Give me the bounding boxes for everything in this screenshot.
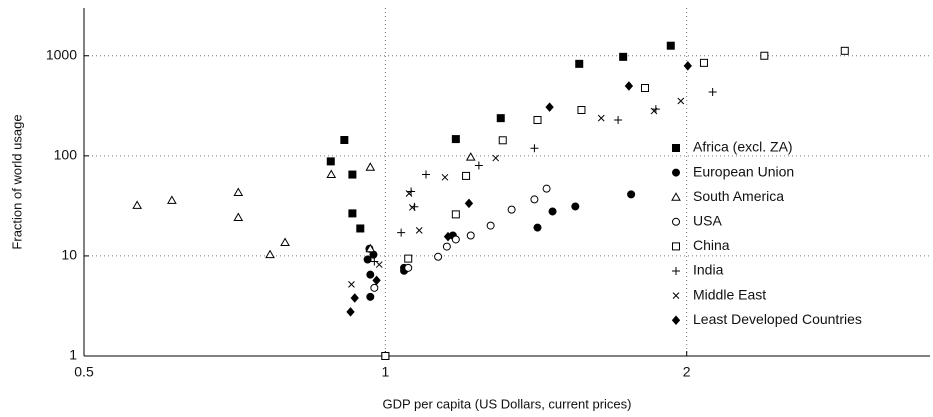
point — [370, 257, 379, 266]
point — [340, 135, 349, 144]
point — [326, 157, 335, 166]
point — [575, 59, 584, 68]
point — [683, 61, 692, 71]
point — [372, 275, 381, 286]
legend-marker — [672, 242, 680, 251]
legend-marker — [671, 315, 681, 325]
point — [597, 114, 605, 122]
legend-label: India — [693, 262, 724, 278]
point — [507, 205, 516, 214]
point — [233, 187, 244, 197]
point — [533, 116, 542, 125]
point — [498, 136, 507, 145]
point — [533, 223, 542, 232]
point — [677, 97, 685, 105]
point — [451, 135, 460, 144]
point — [530, 195, 539, 204]
point — [474, 161, 483, 170]
legend-label: Least Developed Countries — [693, 311, 862, 327]
point — [708, 88, 717, 97]
point — [548, 207, 557, 216]
point — [624, 81, 634, 91]
point — [365, 243, 376, 253]
legend-label: USA — [693, 213, 722, 229]
point — [442, 242, 451, 251]
x-axis-title: GDP per capita (US Dollars, current pric… — [382, 396, 631, 411]
point — [496, 114, 505, 123]
point — [408, 204, 416, 211]
legend-label: China — [693, 237, 730, 253]
point — [441, 173, 449, 181]
point — [530, 144, 539, 153]
legend-marker — [671, 192, 681, 201]
point — [542, 184, 551, 193]
legend-label: European Union — [693, 163, 794, 179]
point — [348, 170, 357, 179]
point — [666, 41, 675, 50]
point — [545, 102, 554, 112]
point — [571, 202, 580, 211]
point — [346, 307, 355, 317]
point — [132, 200, 142, 209]
point — [699, 58, 708, 67]
point — [280, 237, 290, 247]
y-tick-label: 100 — [54, 147, 78, 163]
point — [462, 171, 471, 180]
y-tick-label: 1000 — [46, 46, 77, 62]
point — [370, 283, 379, 292]
point — [265, 249, 275, 259]
point — [614, 116, 623, 125]
point — [366, 270, 375, 279]
point — [350, 293, 359, 303]
point — [404, 254, 413, 263]
point — [619, 52, 628, 61]
point — [840, 46, 849, 55]
point — [640, 84, 649, 93]
point — [492, 154, 500, 162]
x-tick-label: 1 — [381, 364, 389, 380]
x-tick-label: 2 — [683, 364, 691, 380]
point — [415, 227, 423, 234]
legend-marker — [672, 144, 680, 152]
point — [486, 221, 495, 230]
y-axis-title: Fraction of world usage — [9, 114, 24, 249]
point — [365, 162, 376, 171]
point — [650, 107, 658, 115]
point — [397, 228, 406, 237]
point — [434, 252, 443, 261]
point — [366, 292, 375, 301]
point — [577, 106, 586, 115]
legend-marker — [672, 168, 680, 177]
point — [451, 210, 460, 219]
point — [421, 170, 430, 179]
point — [405, 190, 413, 197]
x-tick-label: 0.5 — [74, 364, 94, 380]
legend-marker — [672, 267, 680, 275]
point — [451, 235, 460, 244]
point — [356, 224, 365, 233]
point — [167, 195, 177, 204]
point — [348, 280, 355, 288]
point — [348, 209, 357, 218]
legend-label: Africa (excl. ZA) — [693, 139, 793, 155]
legend-marker — [672, 292, 680, 299]
point — [381, 352, 390, 360]
point — [443, 231, 453, 242]
point — [233, 212, 244, 222]
point — [375, 261, 383, 268]
point — [363, 255, 372, 264]
legend-marker — [672, 217, 680, 226]
point — [465, 152, 476, 161]
y-tick-label: 1 — [69, 347, 77, 363]
point — [464, 198, 474, 209]
y-tick-label: 10 — [61, 247, 77, 263]
legend-label: Middle East — [693, 286, 766, 302]
point — [760, 51, 769, 60]
point — [466, 231, 475, 240]
point — [404, 263, 413, 272]
point — [627, 190, 636, 199]
legend-label: South America — [693, 188, 784, 204]
point — [326, 169, 337, 179]
